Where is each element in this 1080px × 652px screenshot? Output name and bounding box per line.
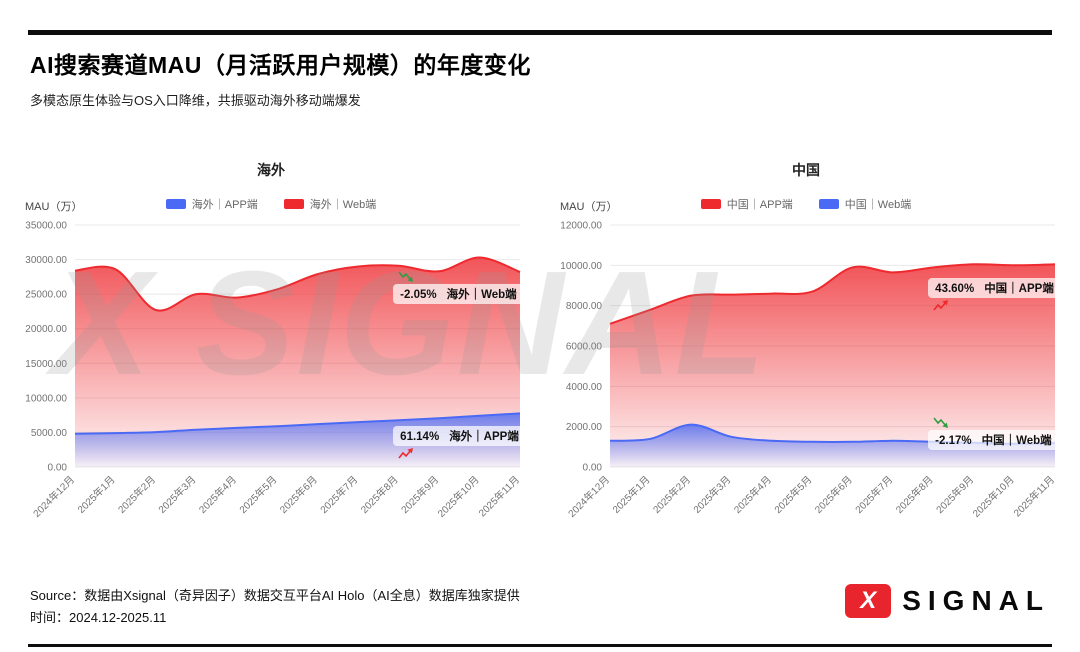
x-tick-label: 2025年11月 [476, 473, 522, 519]
trend-down-arrow-icon [933, 417, 949, 429]
line-series [74, 256, 521, 312]
chart-title-china: 中国 [792, 162, 820, 178]
xsignal-logo-text: SIGNAL [902, 585, 1050, 616]
xsignal-x-icon: X [845, 584, 892, 618]
x-tick-label: 2025年3月 [155, 473, 198, 516]
x-tick-label: 2025年9月 [933, 473, 976, 516]
x-tick-label: 2025年10月 [435, 473, 482, 520]
trend-up-arrow-icon [398, 447, 414, 459]
y-tick-label: 8000.00 [566, 301, 603, 312]
area-series [610, 424, 1055, 467]
legend-item[interactable]: 中国｜APP端 [700, 196, 793, 212]
chart-annotation: -2.17% 中国｜Web端 [928, 415, 1059, 451]
chart-overseas: 海外 海外｜APP端 海外｜Web端 MAU（万） 0.00 5000.00 1000… [15, 152, 527, 562]
y-tick-label: 6000.00 [566, 342, 603, 353]
annotation-text: -2.05% 海外｜Web端 [393, 283, 524, 304]
source-text: Source：数据由Xsignal（奇异因子）数据交互平台AI Holo（AI全… [30, 588, 520, 603]
y-tick-label: 30000.00 [25, 255, 67, 266]
legend-item[interactable]: 海外｜Web端 [283, 196, 377, 212]
legend-swatch-icon [165, 199, 186, 209]
legend-label: 中国｜APP端 [726, 199, 793, 211]
plot-area-overseas: 0.00 5000.00 10000.00 15000.00 20000.00 25000… [15, 220, 527, 535]
y-axis-title: MAU（万） [560, 201, 618, 213]
legend-overseas: 海外｜APP端 海外｜Web端 [15, 196, 527, 212]
annotation-text: -2.17% 中国｜Web端 [928, 430, 1059, 451]
y-tick-label: 25000.00 [25, 290, 67, 301]
line-series [609, 263, 1056, 325]
x-tick-label: 2024年12月 [30, 473, 77, 520]
y-tick-label: 4000.00 [566, 382, 603, 393]
time-range-text: 时间：2024.12-2025.11 [30, 610, 167, 625]
page-subtitle: 多模态原生体验与OS入口降维，共振驱动海外移动端爆发 [30, 93, 361, 108]
y-tick-label: 10000.00 [560, 261, 602, 272]
chart-china: 中国 中国｜APP端 中国｜Web端 MAU（万） 0.00 2000.00 4000… [550, 152, 1062, 562]
x-tick-label: 2025年2月 [115, 473, 158, 516]
x-tick-label: 2025年4月 [196, 473, 239, 516]
y-tick-label: 35000.00 [25, 221, 67, 232]
area-series [75, 257, 520, 467]
x-tick-label: 2025年5月 [771, 473, 814, 516]
x-tick-label: 2025年5月 [236, 473, 279, 516]
x-tick-label: 2025年6月 [812, 473, 855, 516]
chart-annotation: -2.05% 海外｜Web端 [393, 269, 524, 304]
annotation-text: 61.14% 海外｜APP端 [393, 425, 526, 446]
page-title: AI搜索赛道MAU（月活跃用户规模）的年度变化 [30, 52, 531, 78]
legend-swatch-icon [700, 199, 721, 209]
trend-down-arrow-icon [398, 271, 414, 282]
y-tick-label: 10000.00 [25, 393, 67, 404]
overseas-mau-chart: 0.00 5000.00 10000.00 15000.00 20000.00 25000… [25, 221, 522, 520]
y-axis-title: MAU（万） [25, 201, 83, 213]
xsignal-logo: X SIGNAL [845, 584, 1050, 618]
legend-label: 中国｜Web端 [844, 199, 912, 211]
x-tick-label: 2025年7月 [852, 473, 895, 516]
y-tick-label: 0.00 [583, 463, 603, 474]
legend-swatch-icon [283, 199, 304, 209]
y-tick-label: 0.00 [48, 463, 68, 474]
top-divider [28, 30, 1052, 35]
x-tick-label: 2025年3月 [690, 473, 733, 516]
x-tick-label: 2025年9月 [398, 473, 441, 516]
x-tick-label: 2025年1月 [610, 473, 653, 516]
legend-china: 中国｜APP端 中国｜Web端 [550, 196, 1062, 212]
y-tick-label: 15000.00 [25, 359, 67, 370]
bottom-divider [28, 644, 1052, 647]
y-tick-label: 20000.00 [25, 324, 67, 335]
legend-item[interactable]: 中国｜Web端 [818, 196, 912, 212]
annotation-text: 43.60% 中国｜APP端 [928, 278, 1061, 299]
legend-label: 海外｜APP端 [191, 199, 258, 211]
x-tick-label: 2025年6月 [277, 473, 320, 516]
trend-up-arrow-icon [933, 300, 949, 311]
legend-item[interactable]: 海外｜APP端 [165, 196, 258, 212]
x-tick-label: 2025年11月 [1011, 473, 1057, 519]
x-tick-label: 2025年8月 [358, 473, 401, 516]
china-mau-chart: 0.00 2000.00 4000.00 6000.00 8000.00 10000.00… [560, 221, 1057, 520]
x-tick-label: 2025年8月 [893, 473, 936, 516]
plot-area-china: 0.00 2000.00 4000.00 6000.00 8000.00 10000.00… [550, 220, 1062, 535]
x-tick-label: 2024年12月 [565, 473, 612, 520]
chart-annotation: 61.14% 海外｜APP端 [393, 425, 526, 461]
y-tick-label: 2000.00 [566, 422, 603, 433]
chart-annotation: 43.60% 中国｜APP端 [928, 278, 1061, 313]
x-tick-label: 2025年2月 [650, 473, 693, 516]
area-series [610, 264, 1055, 467]
x-tick-label: 2025年1月 [75, 473, 118, 516]
legend-label: 海外｜Web端 [309, 199, 377, 211]
x-tick-label: 2025年4月 [731, 473, 774, 516]
y-tick-label: 12000.00 [560, 221, 602, 232]
legend-swatch-icon [818, 199, 839, 209]
line-series [74, 412, 521, 435]
chart-title-overseas: 海外 [257, 162, 285, 178]
y-tick-label: 5000.00 [31, 428, 68, 439]
x-tick-label: 2025年10月 [970, 473, 1017, 520]
x-tick-label: 2025年7月 [317, 473, 360, 516]
